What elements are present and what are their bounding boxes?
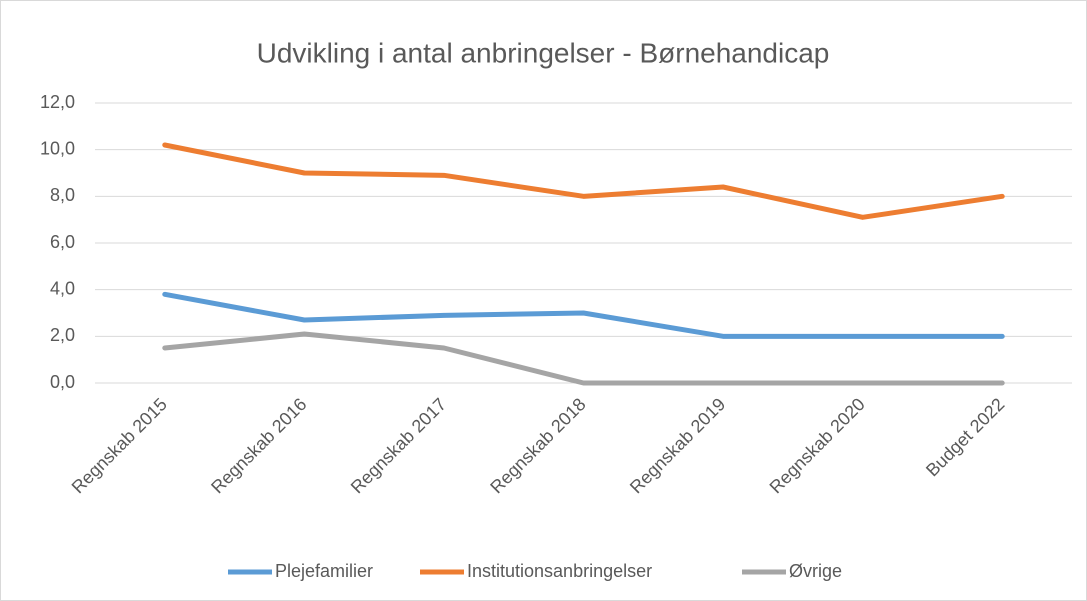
y-tick-label: 8,0	[50, 185, 75, 205]
series-line	[162, 331, 1005, 386]
chart-title: Udvikling i antal anbringelser - Børneha…	[257, 37, 830, 68]
y-tick-label: 4,0	[50, 278, 75, 298]
y-tick-label: 6,0	[50, 232, 75, 252]
legend-label: Øvrige	[789, 561, 842, 581]
y-tick-label: 0,0	[50, 372, 75, 392]
y-tick-label: 10,0	[40, 138, 75, 158]
series-line	[162, 291, 1005, 339]
y-tick-label: 12,0	[40, 92, 75, 112]
legend-label: Plejefamilier	[275, 561, 373, 581]
y-tick-label: 2,0	[50, 325, 75, 345]
legend-label: Institutionsanbringelser	[467, 561, 652, 581]
series-line	[162, 142, 1005, 220]
